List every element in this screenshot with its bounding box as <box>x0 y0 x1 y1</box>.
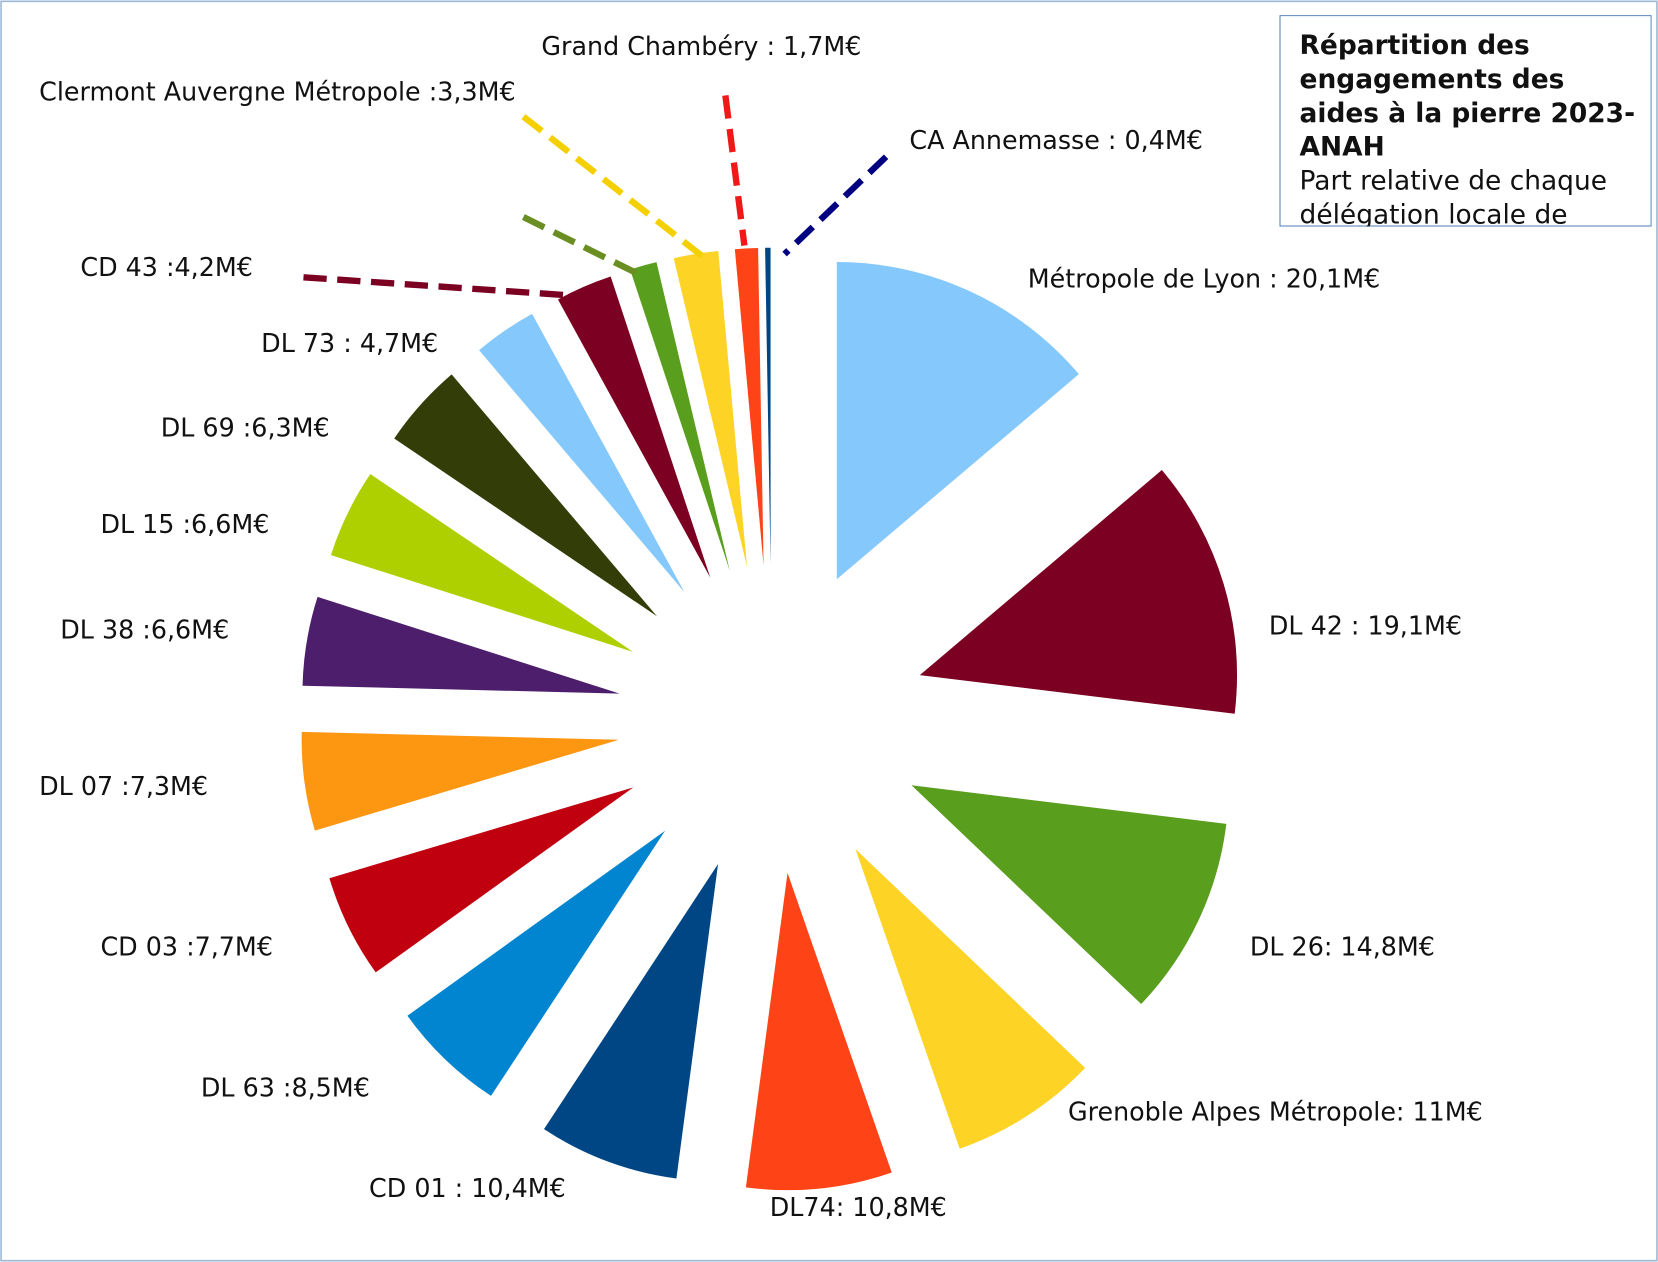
pie-slice <box>630 262 730 571</box>
slice-label: Grand Chambéry : 1,7M€ <box>541 31 861 61</box>
leader-line <box>522 214 647 281</box>
slice-label: DL74: 10,8M€ <box>770 1192 947 1222</box>
slice-label: DL 07 :7,3M€ <box>39 771 208 801</box>
pie-slice <box>765 247 771 565</box>
slice-label: DL 38 :6,6M€ <box>60 615 229 645</box>
pie-slice <box>329 787 634 973</box>
leader-line <box>521 114 709 262</box>
pie-slice <box>557 276 711 578</box>
chart-subtitle: Part relative de chaque délégation local… <box>1299 165 1607 227</box>
leader-line <box>782 154 889 257</box>
pie-slice <box>919 470 1238 714</box>
slice-label: DL 63 :8,5M€ <box>201 1072 370 1102</box>
leader-line <box>722 95 748 246</box>
pie-slice <box>911 785 1227 1005</box>
slice-label: DL 73 : 4,7M€ <box>261 328 438 358</box>
slice-label: CD 01 : 10,4M€ <box>369 1173 566 1203</box>
pie-slice <box>836 262 1079 580</box>
slice-label: DL 69 :6,3M€ <box>161 413 330 443</box>
slice-label: Clermont Auvergne Métropole :3,3M€ <box>39 76 516 106</box>
pie-slice <box>543 863 719 1179</box>
pie-slice <box>302 596 620 694</box>
pie-slice <box>673 251 748 567</box>
slice-label: DL 26: 14,8M€ <box>1250 932 1435 962</box>
slice-label: DL 15 :6,6M€ <box>100 509 269 539</box>
leader-line <box>303 274 584 300</box>
pie-slice <box>734 247 764 566</box>
slice-label: Métropole de Lyon : 20,1M€ <box>1028 263 1380 293</box>
pie-slice <box>330 474 634 652</box>
slice-label: CD 43 :4,2M€ <box>80 252 253 282</box>
slice-label: CA Annemasse : 0,4M€ <box>909 125 1203 155</box>
pie-slice <box>479 313 685 593</box>
pie-slice <box>407 830 666 1096</box>
pie-slice <box>745 872 892 1191</box>
pie <box>301 247 1238 1191</box>
slice-label: CD 03 :7,7M€ <box>100 932 273 962</box>
title-box: Répartition des engagements des aides à … <box>1279 15 1652 227</box>
pie-slice <box>855 849 1086 1149</box>
pie-slice <box>394 374 657 617</box>
pie-slice <box>301 731 619 831</box>
slice-label: DL 42 : 19,1M€ <box>1269 610 1462 640</box>
slice-label: Grenoble Alpes Métropole: 11M€ <box>1068 1097 1483 1127</box>
title-box-content: Répartition des engagements des aides à … <box>1279 15 1652 227</box>
chart-title: Répartition des engagements des aides à … <box>1299 29 1636 163</box>
